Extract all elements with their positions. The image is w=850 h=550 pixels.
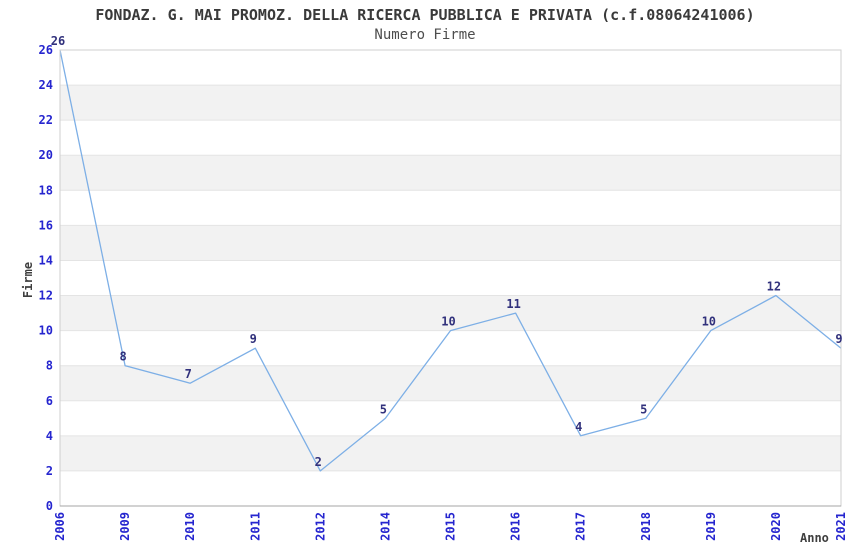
x-tick-label: 2015: [444, 512, 458, 541]
x-tick-label: 2012: [313, 512, 327, 541]
data-label: 2: [315, 455, 322, 469]
data-label: 10: [441, 315, 455, 329]
series-line: [59, 49, 842, 472]
x-tick-label: 2021: [834, 512, 848, 541]
y-tick-label: 16: [39, 218, 53, 232]
band: [60, 365, 841, 401]
y-tick-label: 6: [46, 394, 53, 408]
band: [60, 225, 841, 261]
series-layer: [59, 49, 842, 472]
data-label: 4: [575, 420, 582, 434]
y-tick-label: 26: [39, 43, 53, 57]
background-bands: [60, 85, 841, 471]
y-tick-label: 10: [39, 324, 53, 338]
y-tick-label: 14: [39, 253, 53, 267]
x-tick-label: 2011: [248, 512, 262, 541]
band: [60, 435, 841, 471]
data-label: 9: [250, 332, 257, 346]
data-label: 11: [506, 297, 520, 311]
plot-frame: [59, 49, 842, 507]
x-tick-label: 2020: [769, 512, 783, 541]
y-tick-label: 4: [46, 429, 53, 443]
x-tick-label: 2016: [509, 512, 523, 541]
chart-subtitle: Numero Firme: [374, 27, 476, 43]
x-tick-label: 2018: [639, 512, 653, 541]
y-tick-label: 20: [39, 148, 53, 162]
y-tick-label: 8: [46, 359, 53, 373]
x-tick-label: 2014: [378, 512, 392, 541]
y-tick-label: 2: [46, 464, 53, 478]
y-tick-label: 0: [46, 499, 53, 513]
x-tick-label: 2009: [118, 512, 132, 541]
data-label: 8: [119, 350, 126, 364]
data-label: 26: [51, 34, 65, 48]
data-label: 12: [767, 280, 781, 294]
band: [60, 85, 841, 121]
x-axis-title: Anno: [800, 531, 829, 545]
chart-title: FONDAZ. G. MAI PROMOZ. DELLA RICERCA PUB…: [95, 6, 755, 24]
gridlines: [60, 84, 841, 472]
y-tick-label: 12: [39, 289, 53, 303]
data-label: 9: [835, 332, 842, 346]
band: [60, 295, 841, 331]
x-tick-label: 2017: [574, 512, 588, 541]
data-label: 7: [185, 367, 192, 381]
x-tick-label: 2010: [183, 512, 197, 541]
x-tick-label: 2006: [53, 512, 67, 541]
y-tick-label: 18: [39, 183, 53, 197]
band: [60, 155, 841, 191]
data-labels: 26 8 7 9 2 5 10 11 4 5 10 12 9: [51, 34, 843, 469]
y-tick-label: 22: [39, 113, 53, 127]
data-label: 5: [380, 402, 387, 416]
data-label: 10: [702, 315, 716, 329]
data-label: 5: [640, 402, 647, 416]
x-tick-label: 2019: [704, 512, 718, 541]
y-tick-label: 24: [39, 78, 53, 92]
